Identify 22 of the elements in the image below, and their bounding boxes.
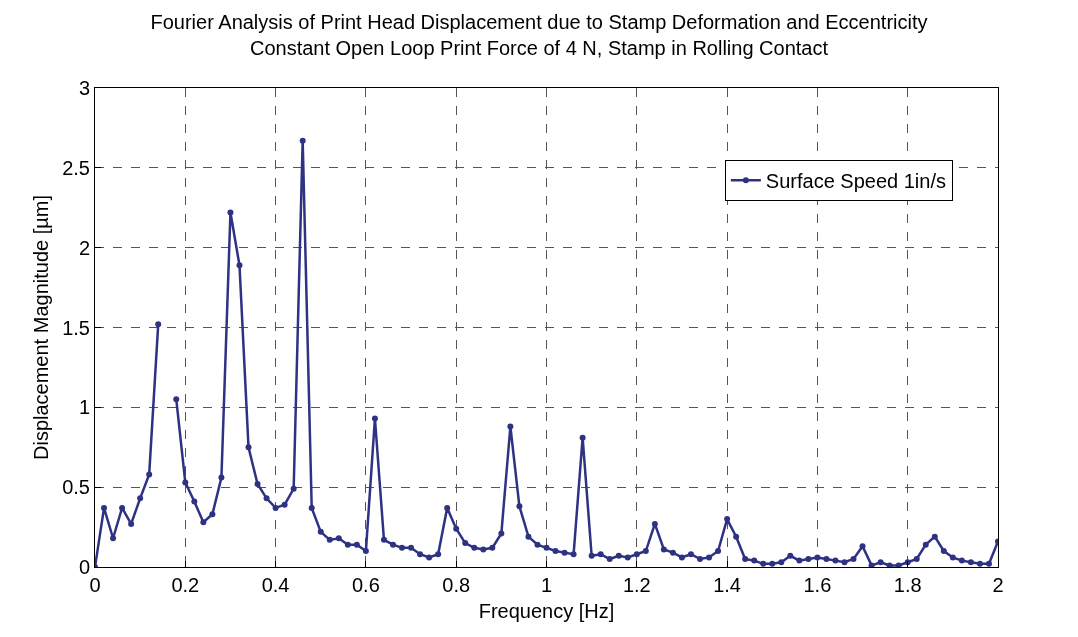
x-tick-label: 0.6	[351, 574, 380, 596]
y-tick-label: 1.5	[62, 316, 90, 339]
x-tick-label: 0.4	[261, 574, 290, 596]
x-tick-label: 0.8	[442, 574, 471, 596]
chart-subtitle: Constant Open Loop Print Force of 4 N, Stamp in Rolling Contact	[249, 36, 829, 59]
x-tick-label: 1.4	[713, 574, 742, 596]
x-tick-label: 1.8	[893, 574, 922, 596]
y-tick-label: 1	[78, 396, 90, 419]
y-tick-label: 2.5	[62, 156, 90, 179]
legend-label: Surface Speed 1in/s	[765, 170, 946, 193]
y-tick-label: 3	[78, 77, 90, 99]
x-tick-label: 1.6	[803, 574, 832, 596]
y-axis-title: Displacement Magnitude [µm]	[29, 195, 52, 460]
x-tick-label: 1	[540, 574, 553, 596]
y-tick-label: 0	[78, 556, 90, 578]
x-axis-title: Frequency [Hz]	[478, 599, 615, 622]
x-tick-label: 0.2	[171, 574, 200, 596]
y-tick-label: 0.5	[62, 476, 90, 499]
chart-title: Fourier Analysis of Print Head Displacement due to Stamp Deformation and Eccentricity	[150, 10, 928, 33]
x-tick-label: 1.2	[622, 574, 651, 596]
x-tick-label: 2	[992, 574, 1004, 596]
y-tick-label: 2	[78, 236, 90, 259]
